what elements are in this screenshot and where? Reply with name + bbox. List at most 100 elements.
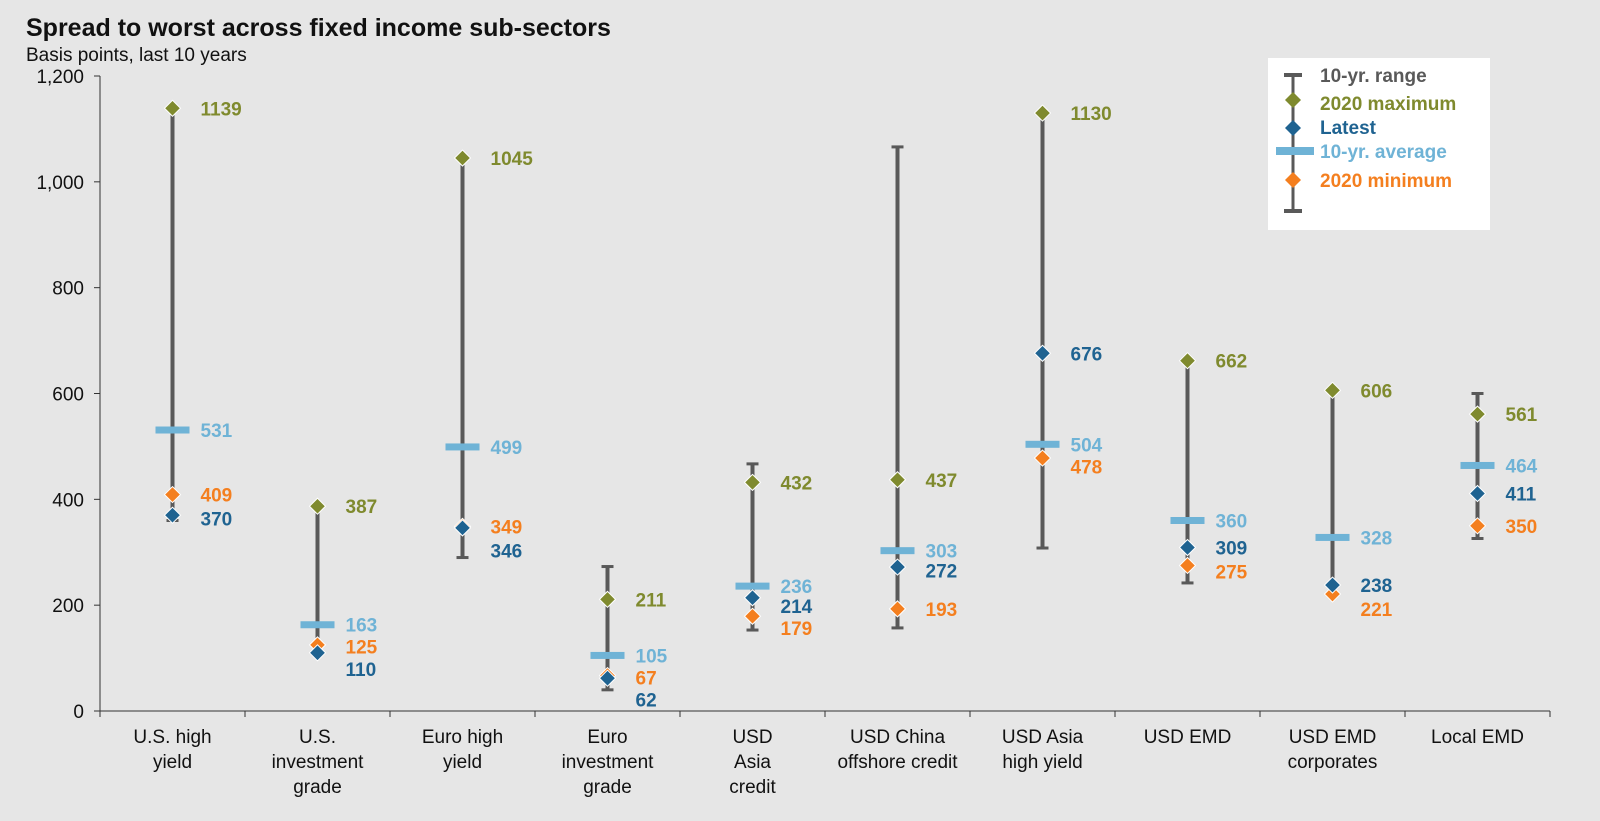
min-marker [1178,556,1197,575]
average-data-label: 464 [1506,456,1538,477]
latest-data-label: 110 [346,660,377,681]
x-category-label: USD Asia [1002,727,1084,748]
x-category-label: USD China [850,727,945,748]
legend-average-icon [1276,147,1314,155]
min-data-label: 349 [491,517,523,538]
latest-marker [453,519,472,537]
x-category-label: Euro [587,727,627,748]
x-category-label: grade [583,777,632,798]
min-data-label: 179 [781,619,813,640]
max-data-label: 561 [1506,405,1538,426]
min-data-label: 221 [1361,600,1393,621]
x-category-label: offshore credit [837,752,958,773]
latest-data-label: 309 [1216,538,1248,559]
average-marker [445,443,480,451]
x-category-label: high yield [1002,752,1082,773]
average-marker [1460,461,1495,469]
y-tick-label: 400 [52,490,84,511]
x-category-label: credit [729,777,776,798]
min-data-label: 193 [926,600,958,621]
average-data-label: 105 [636,646,668,667]
average-marker [590,651,625,659]
y-tick-label: 600 [52,385,84,406]
chart-subtitle: Basis points, last 10 years [26,45,247,66]
max-data-label: 387 [346,497,378,518]
chart-title: Spread to worst across fixed income sub-… [26,14,611,42]
x-category-label: Local EMD [1431,727,1524,748]
max-data-label: 1045 [491,149,534,170]
average-marker [880,547,915,555]
min-marker [163,485,182,504]
max-marker [743,473,762,492]
latest-marker [743,589,762,607]
x-category-label: Asia [734,752,771,773]
latest-marker [598,669,617,687]
max-marker [888,471,907,489]
average-marker [300,621,335,629]
average-data-label: 531 [201,421,233,442]
max-marker [1178,351,1197,370]
latest-marker [888,558,907,576]
max-data-label: 662 [1216,352,1248,373]
x-category-label: USD EMD [1144,727,1232,748]
y-tick-label: 200 [52,596,84,617]
max-marker [598,590,617,609]
max-marker [1323,381,1342,400]
max-data-label: 437 [926,471,958,492]
latest-marker [163,506,182,524]
average-marker [155,426,190,434]
min-data-label: 350 [1506,517,1538,538]
x-category-label: Euro high [422,727,503,748]
average-data-label: 163 [346,616,378,637]
latest-marker [308,644,327,662]
min-marker [888,600,907,618]
average-marker [1170,517,1205,524]
x-category-label: U.S. [299,727,336,748]
legend-min-label: 2020 minimum [1320,171,1452,192]
min-data-label: 275 [1216,562,1248,583]
average-data-label: 303 [926,542,958,563]
min-marker [1468,517,1487,535]
average-data-label: 499 [491,438,523,459]
y-tick-label: 0 [73,702,84,723]
average-marker [735,582,770,590]
average-marker [1025,440,1060,448]
min-marker [1033,449,1052,467]
legend-latest-label: Latest [1320,118,1376,139]
x-category-label: U.S. high [133,727,211,748]
max-data-label: 606 [1361,381,1393,402]
min-data-label: 478 [1071,457,1103,478]
legend-latest-icon [1285,120,1301,136]
max-marker [1033,104,1052,122]
max-marker [453,149,472,167]
min-data-label: 409 [201,486,233,507]
x-category-label: yield [153,752,192,773]
legend-max-icon [1285,92,1301,108]
latest-data-label: 214 [781,597,813,618]
average-data-label: 328 [1361,528,1393,549]
max-data-label: 1130 [1071,104,1112,125]
legend-range-label: 10-yr. range [1320,66,1427,87]
max-data-label: 1139 [201,99,242,120]
latest-data-label: 411 [1506,485,1537,506]
x-category-label: investment [272,752,365,773]
max-marker [308,497,327,515]
max-marker [1468,405,1487,423]
x-category-label: USD EMD [1289,727,1377,748]
latest-marker [1468,484,1487,503]
latest-data-label: 676 [1071,344,1103,365]
legend-symbols [1276,73,1314,213]
x-category-label: grade [293,777,342,798]
average-marker [1315,533,1350,541]
average-data-label: 360 [1216,512,1248,533]
latest-data-label: 370 [201,510,233,531]
latest-data-label: 346 [491,541,523,562]
average-data-label: 504 [1071,435,1103,456]
latest-marker [1323,576,1342,594]
min-data-label: 125 [346,638,378,659]
latest-marker [1178,538,1197,557]
max-data-label: 432 [781,473,813,494]
max-data-label: 211 [636,590,667,611]
latest-data-label: 272 [926,562,958,583]
